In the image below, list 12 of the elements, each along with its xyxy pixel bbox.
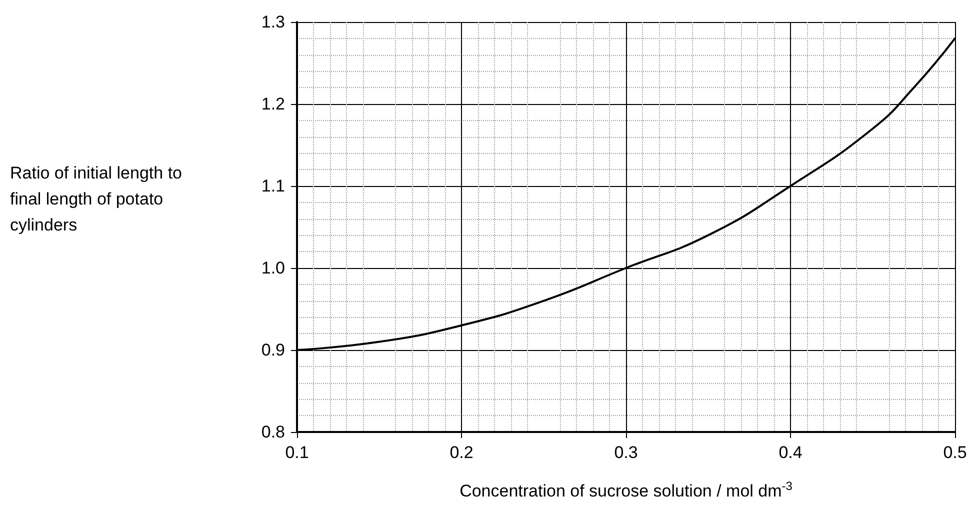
y-axis-title: Ratio of initial length to final length of potato cylinders: [10, 164, 187, 234]
y-tick-label: 0.9: [261, 340, 285, 360]
x-tick-label: 0.5: [943, 443, 967, 462]
y-tick-label: 1.3: [261, 12, 285, 32]
x-tick-label: 0.4: [778, 443, 802, 462]
y-tick-label: 1.2: [261, 94, 285, 114]
x-tick-label: 0.3: [614, 443, 638, 462]
y-tick-label: 1.0: [261, 258, 285, 278]
y-tick-label: 0.8: [261, 422, 285, 442]
x-tick-label: 0.1: [285, 443, 309, 462]
x-tick-label: 0.2: [450, 443, 474, 462]
y-tick-label: 1.1: [261, 176, 285, 196]
